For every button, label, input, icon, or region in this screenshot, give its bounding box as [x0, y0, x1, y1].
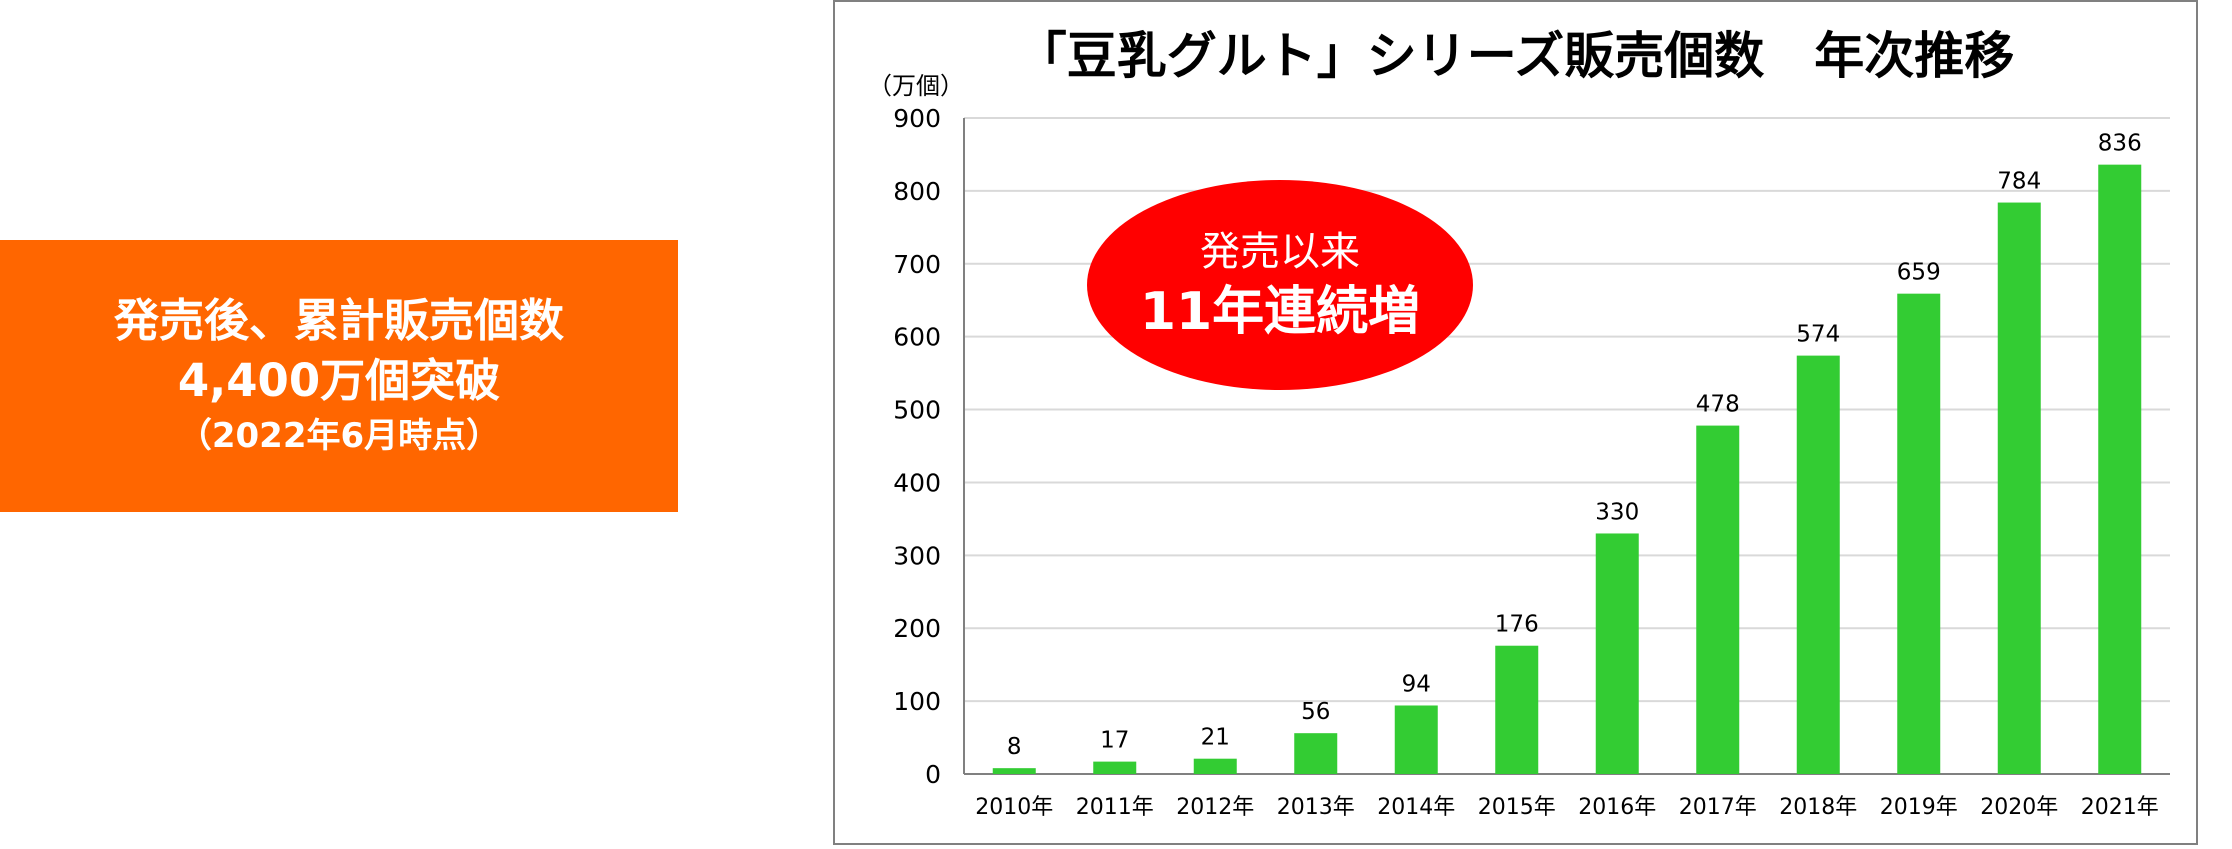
x-tick-label: 2018年	[1779, 795, 1857, 820]
bar	[1495, 645, 1539, 774]
bar	[992, 768, 1036, 774]
x-tick-label: 2012年	[1176, 795, 1254, 820]
x-tick-label: 2021年	[2081, 795, 2159, 820]
x-tick-label: 2010年	[975, 795, 1053, 820]
bar	[1093, 761, 1137, 774]
bar	[1193, 758, 1237, 774]
callout-line-3: （2022年6月時点）	[177, 416, 501, 456]
x-tick-label: 2016年	[1578, 795, 1656, 820]
x-tick-label: 2011年	[1076, 795, 1154, 820]
data-label: 784	[1997, 169, 2041, 195]
data-label: 836	[2098, 131, 2142, 157]
bar	[1796, 355, 1840, 774]
x-tick-label: 2015年	[1478, 795, 1556, 820]
y-tick-label: 100	[893, 687, 941, 716]
data-label: 478	[1696, 392, 1740, 418]
x-tick-label: 2019年	[1880, 795, 1958, 820]
bar	[2098, 164, 2142, 774]
y-tick-label: 900	[893, 104, 941, 133]
y-tick-label: 800	[893, 177, 941, 206]
y-axis-unit-label: （万個）	[868, 72, 964, 100]
data-label: 659	[1897, 260, 1941, 286]
x-tick-label: 2020年	[1980, 795, 2058, 820]
annotation-line-2: 11年連続増	[1139, 282, 1421, 342]
data-label: 94	[1402, 671, 1431, 697]
x-tick-label: 2013年	[1277, 795, 1355, 820]
bar	[1294, 733, 1338, 774]
data-label: 330	[1595, 499, 1639, 525]
bar	[1897, 293, 1941, 774]
growth-annotation-oval: 発売以来 11年連続増	[1087, 180, 1473, 390]
data-label: 56	[1301, 699, 1330, 725]
bar	[1394, 705, 1438, 774]
y-tick-label: 400	[893, 468, 941, 497]
cumulative-sales-callout: 発売後、累計販売個数 4,400万個突破 （2022年6月時点）	[0, 240, 678, 512]
callout-line-1: 発売後、累計販売個数	[113, 294, 564, 347]
data-label: 176	[1495, 612, 1539, 638]
bar	[1997, 202, 2041, 774]
x-tick-label: 2017年	[1679, 795, 1757, 820]
y-tick-label: 200	[893, 614, 941, 643]
chart-title: 「豆乳グルト」シリーズ販売個数 年次推移	[1016, 27, 2015, 85]
data-label: 8	[1007, 734, 1022, 760]
y-tick-label: 0	[925, 760, 941, 789]
y-tick-label: 500	[893, 396, 941, 425]
data-label: 574	[1796, 322, 1840, 348]
chart-panel: 「豆乳グルト」シリーズ販売個数 年次推移 （万個） 0 100 200 300 400 5…	[833, 0, 2198, 845]
y-tick-label: 600	[893, 323, 941, 352]
x-tick-label: 2014年	[1377, 795, 1455, 820]
bar-chart: 0 100 200 300 400 500 600 700 800 900 8 2010年 17 2011…	[893, 104, 2170, 820]
y-tick-label: 300	[893, 541, 941, 570]
data-label: 21	[1201, 725, 1230, 751]
annotation-line-1: 発売以来	[1200, 229, 1360, 275]
data-label: 17	[1100, 728, 1129, 754]
y-tick-label: 700	[893, 250, 941, 279]
callout-line-2: 4,400万個突破	[177, 354, 501, 407]
bar	[1696, 425, 1740, 774]
bar	[1595, 533, 1639, 774]
